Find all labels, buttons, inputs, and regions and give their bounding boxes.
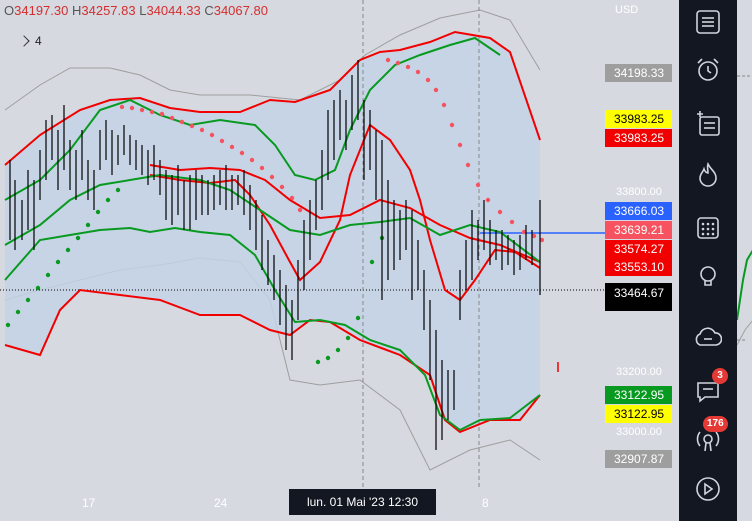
price-tag-yellow-upper: 33983.25 [605, 110, 672, 128]
live-stream-button[interactable] [679, 469, 736, 509]
ideas-button[interactable] [679, 256, 736, 296]
calendar-button[interactable] [679, 207, 736, 247]
psar-green-dots [5, 187, 385, 365]
bollinger-fill [5, 32, 540, 432]
ohlc-legend: O34197.30 H34257.83 L34044.33 C34067.80 [4, 3, 268, 18]
lower-band-green [4, 226, 541, 432]
upper-band-green [4, 36, 501, 201]
price-tag-outer-lower: 32907.87 [605, 450, 672, 468]
candle-bars [9, 60, 541, 450]
right-toolbar: 3 176 [679, 0, 736, 521]
chat-cloud-icon [695, 327, 722, 346]
lower-band-red [4, 288, 541, 434]
indicator-count: 4 [35, 34, 42, 48]
price-tick: 33800.00 [616, 186, 662, 198]
price-tag-red-mid-2: 33553.10 [605, 258, 672, 276]
messages-icon [696, 382, 719, 403]
high-key: H [71, 3, 82, 18]
notifications-icon [696, 431, 719, 452]
messages-badge: 3 [712, 368, 728, 384]
crosshair-time-label: lun. 01 Mai '23 12:30 [289, 489, 436, 515]
psar-red-dots [119, 57, 545, 243]
messages-button[interactable]: 3 [679, 368, 736, 412]
alerts-button[interactable] [679, 50, 736, 90]
price-tag-outer-upper: 34198.33 [605, 64, 672, 82]
chevron-down-icon [18, 35, 30, 47]
price-tag-green-lower: 33122.95 [605, 386, 672, 404]
notifications-badge: 176 [703, 416, 728, 432]
close-key: C [204, 3, 214, 18]
currency-selector[interactable]: USD [615, 4, 639, 16]
middle-green [4, 173, 541, 263]
notifications-button[interactable]: 176 [679, 416, 736, 460]
upper-band-red [4, 30, 541, 166]
time-label-17: 17 [82, 496, 96, 510]
price-tick: 33000.00 [616, 426, 662, 438]
hotlist-fire-icon [698, 162, 717, 187]
middle-red-2 [149, 123, 541, 302]
open-value: 34197.30 [14, 3, 69, 18]
outer-band-upper [4, 9, 541, 111]
price-tag-red-upper: 33983.25 [605, 129, 672, 147]
chart-area[interactable]: O34197.30 H34257.83 L34044.33 C34067.80 … [0, 0, 605, 521]
open-key: O [4, 3, 15, 18]
price-tag-yellow-lower: 33122.95 [605, 405, 672, 423]
price-tag-blue: 33666.03 [605, 202, 672, 220]
price-tag-last: 33464.67 [605, 283, 672, 311]
hotlist-button[interactable] [679, 155, 736, 195]
watchlist-button[interactable] [679, 2, 736, 42]
adjacent-chart-slice [737, 75, 752, 346]
add-list-button[interactable] [679, 104, 736, 144]
middle-red-1 [149, 164, 541, 263]
price-tag-red-mid: 33574.27 [605, 240, 672, 258]
time-label-24: 24 [214, 496, 228, 510]
adjacent-chart-edge [736, 0, 752, 521]
calendar-icon [696, 217, 719, 239]
low-key: L [139, 3, 147, 18]
price-tag-psar: 33639.21 [605, 221, 672, 239]
alarm-clock-icon [696, 58, 719, 81]
price-tick: 33200.00 [616, 366, 662, 378]
low-value: 34044.33 [146, 3, 201, 18]
watchlist-icon [695, 10, 720, 34]
ideas-lightbulb-icon [699, 266, 716, 286]
chats-button[interactable] [679, 318, 736, 358]
chart-canvas[interactable] [0, 0, 605, 521]
close-value: 34067.80 [213, 3, 268, 18]
indicator-legend-toggle[interactable]: 4 [18, 34, 42, 48]
live-stream-icon [695, 477, 720, 501]
high-value: 34257.83 [81, 3, 136, 18]
time-label-8: 8 [482, 496, 489, 510]
add-list-icon [696, 111, 720, 136]
